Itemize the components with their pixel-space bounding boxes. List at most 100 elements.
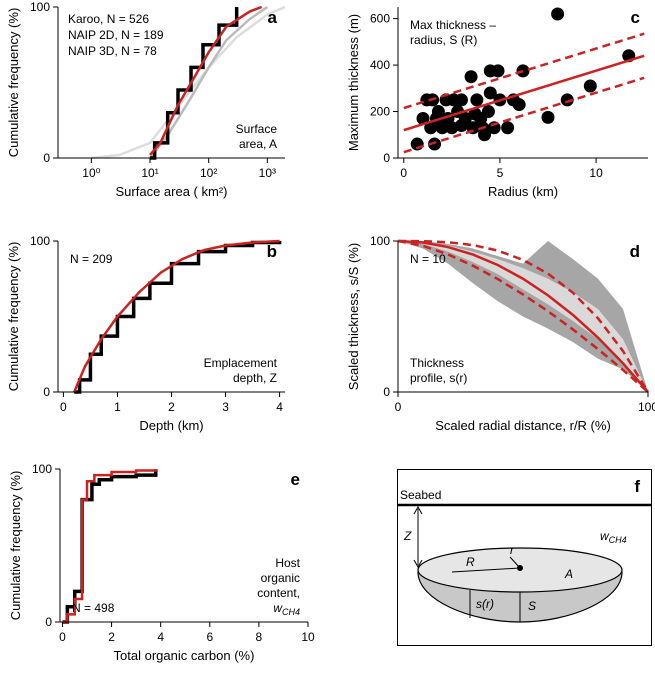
- chart-panel: 0 1 2 3 4 0 100 Depth (km) Cumulative frequency …: [6, 234, 285, 433]
- point: [560, 93, 574, 107]
- annotation: Max thickness –: [410, 18, 496, 32]
- point: [541, 110, 555, 124]
- annotation-sub: CH4: [282, 607, 300, 617]
- point: [478, 128, 492, 142]
- y-tick-label: 400: [370, 58, 390, 72]
- x-tick-label: 10¹: [141, 166, 158, 180]
- y-tick-label: 600: [370, 12, 390, 26]
- legend-entry: NAIP 2D, N = 189: [68, 28, 164, 42]
- legend-entry: Karoo, N = 526: [68, 12, 149, 26]
- y-tick-label: 200: [370, 105, 390, 119]
- x-axis-title: Radius (km): [488, 184, 558, 199]
- step-line: [62, 469, 158, 624]
- annotation: profile, s(r): [410, 371, 467, 385]
- radius-line: [451, 567, 521, 573]
- arrow-heads: [413, 505, 423, 569]
- x-tick-label: 10³: [259, 166, 276, 180]
- x-tick-label: 2: [108, 630, 115, 644]
- x-tick-label: 10²: [200, 166, 217, 180]
- annotation: area, A: [239, 137, 277, 151]
- line: [397, 239, 649, 393]
- annotation-base: w: [273, 601, 283, 615]
- thickness-label: S: [528, 599, 536, 613]
- y-tick-label: 0: [45, 615, 52, 629]
- annotation: N = 209: [70, 252, 113, 266]
- x-tick-label: 0: [395, 400, 402, 414]
- r-label: r: [510, 543, 515, 557]
- x-tick-label: 2: [168, 400, 175, 414]
- line: [397, 239, 650, 393]
- point: [458, 112, 472, 126]
- annotation: Surface: [236, 122, 278, 136]
- x-tick-label: 10⁰: [82, 166, 100, 180]
- y-axis-title: Cumulative frequency (%): [8, 471, 23, 621]
- diagram-frame: [397, 469, 652, 646]
- line: [403, 54, 645, 132]
- x-tick-label: 100: [638, 400, 655, 414]
- radius-label: R: [466, 555, 475, 569]
- w-sub: CH4: [609, 535, 627, 545]
- w-base: w: [600, 529, 610, 543]
- step-line: [62, 469, 158, 624]
- panel-label: d: [630, 242, 640, 261]
- x-tick-label: 1: [114, 400, 121, 414]
- annotation: organic: [261, 571, 300, 585]
- x-axis-title: Total organic carbon (%): [114, 648, 255, 663]
- band: [398, 241, 648, 392]
- x-tick-label: 0: [400, 166, 407, 180]
- annotation: Emplacement: [204, 356, 278, 370]
- y-tick-label: 100: [30, 0, 50, 14]
- panel-label: b: [267, 242, 277, 261]
- y-axis-title: Maximum thickness (m): [346, 14, 361, 151]
- point: [424, 121, 438, 135]
- panel-label: e: [291, 470, 300, 489]
- point: [470, 93, 484, 107]
- depth-label: Z: [403, 529, 412, 543]
- y-axis-title: Cumulative frequency (%): [6, 242, 21, 392]
- thickness-r-label: s(r): [476, 597, 494, 611]
- point: [431, 105, 445, 119]
- y-axis-title: Scaled thickness, s/S (%): [346, 243, 361, 390]
- panel-label: c: [631, 8, 640, 27]
- y-tick-label: 0: [43, 385, 50, 399]
- annotation: N = 498: [72, 601, 115, 615]
- chart-panel: 0 100 0 100 Scaled radial distance, r/R (%) S…: [346, 234, 655, 433]
- panel-label: f: [634, 477, 640, 496]
- y-axis-title: Cumulative frequency (%): [6, 8, 21, 158]
- point: [481, 105, 495, 119]
- point: [512, 98, 526, 112]
- annotation: N = 10: [410, 252, 446, 266]
- point: [464, 70, 478, 84]
- line: [149, 5, 263, 156]
- point: [551, 7, 565, 21]
- annotation: Thickness: [410, 356, 464, 370]
- point: [428, 137, 442, 151]
- x-tick-label: 10: [589, 166, 603, 180]
- y-tick-label: 0: [43, 151, 50, 165]
- point: [435, 121, 449, 135]
- w-label: wCH4: [600, 529, 627, 545]
- x-tick-label: 4: [157, 630, 164, 644]
- line: [397, 239, 649, 393]
- y-tick-label: 100: [30, 234, 50, 248]
- chart-panel: 10⁰ 10¹ 10² 10³ 0 100 Surface area ( km²) Cumul…: [6, 0, 286, 199]
- point: [454, 93, 468, 107]
- point: [491, 64, 505, 78]
- legend-entry: NAIP 3D, N = 78: [68, 44, 157, 58]
- band: [398, 241, 648, 392]
- x-tick-label: 6: [206, 630, 213, 644]
- area-label: A: [564, 567, 573, 581]
- line: [403, 32, 645, 110]
- x-axis-title: Depth (km): [139, 418, 203, 433]
- point: [583, 79, 597, 93]
- x-axis-title: Scaled radial distance, r/R (%): [435, 418, 611, 433]
- x-tick-label: 10: [301, 630, 315, 644]
- x-tick-label: 4: [276, 400, 283, 414]
- point: [483, 86, 497, 100]
- seabed-label: Seabed: [400, 488, 441, 502]
- x-axis-title: Surface area ( km²): [116, 184, 228, 199]
- point: [416, 112, 430, 126]
- x-tick-label: 8: [256, 630, 263, 644]
